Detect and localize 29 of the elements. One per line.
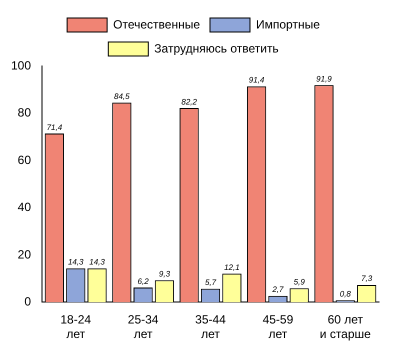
x-tick-label: 25-34 лет — [128, 312, 159, 342]
x-tick-label: 45-59 лет — [262, 312, 294, 342]
data-label: 2,7 — [271, 285, 284, 294]
data-label: 9,3 — [158, 269, 171, 278]
data-label: 14,3 — [89, 258, 106, 267]
y-tick-label: 0 — [24, 294, 32, 309]
data-label: 82,2 — [181, 97, 198, 106]
data-label: 6,2 — [138, 276, 150, 286]
data-label: 5,7 — [204, 278, 217, 287]
y-tick-label: 20 — [18, 247, 32, 262]
y-tick-label: 40 — [18, 200, 32, 214]
y-tick-label: 60 — [18, 152, 32, 167]
data-label: 14,3 — [68, 258, 84, 267]
x-tick-label: 18-24 лет — [60, 312, 92, 342]
x-tick-label: 60 лет и старше — [320, 312, 372, 342]
y-tick-label: 80 — [18, 106, 32, 120]
legend-label: Затрудняюсь ответить — [154, 41, 279, 56]
data-label: 84,5 — [114, 92, 130, 101]
data-label: 91,4 — [248, 76, 265, 85]
data-label: 91,9 — [316, 74, 332, 84]
data-label: 71,4 — [46, 122, 63, 132]
data-label: 5,9 — [294, 277, 306, 286]
legend-label: Импортные — [256, 17, 320, 32]
x-tick-label: 35-44 лет — [195, 312, 226, 342]
legend-label: Отечественные — [113, 17, 200, 32]
y-tick-label: 100 — [10, 58, 32, 72]
data-label: 0,8 — [340, 290, 352, 299]
data-label: 12,1 — [224, 262, 240, 272]
data-label: 7,3 — [361, 274, 373, 284]
